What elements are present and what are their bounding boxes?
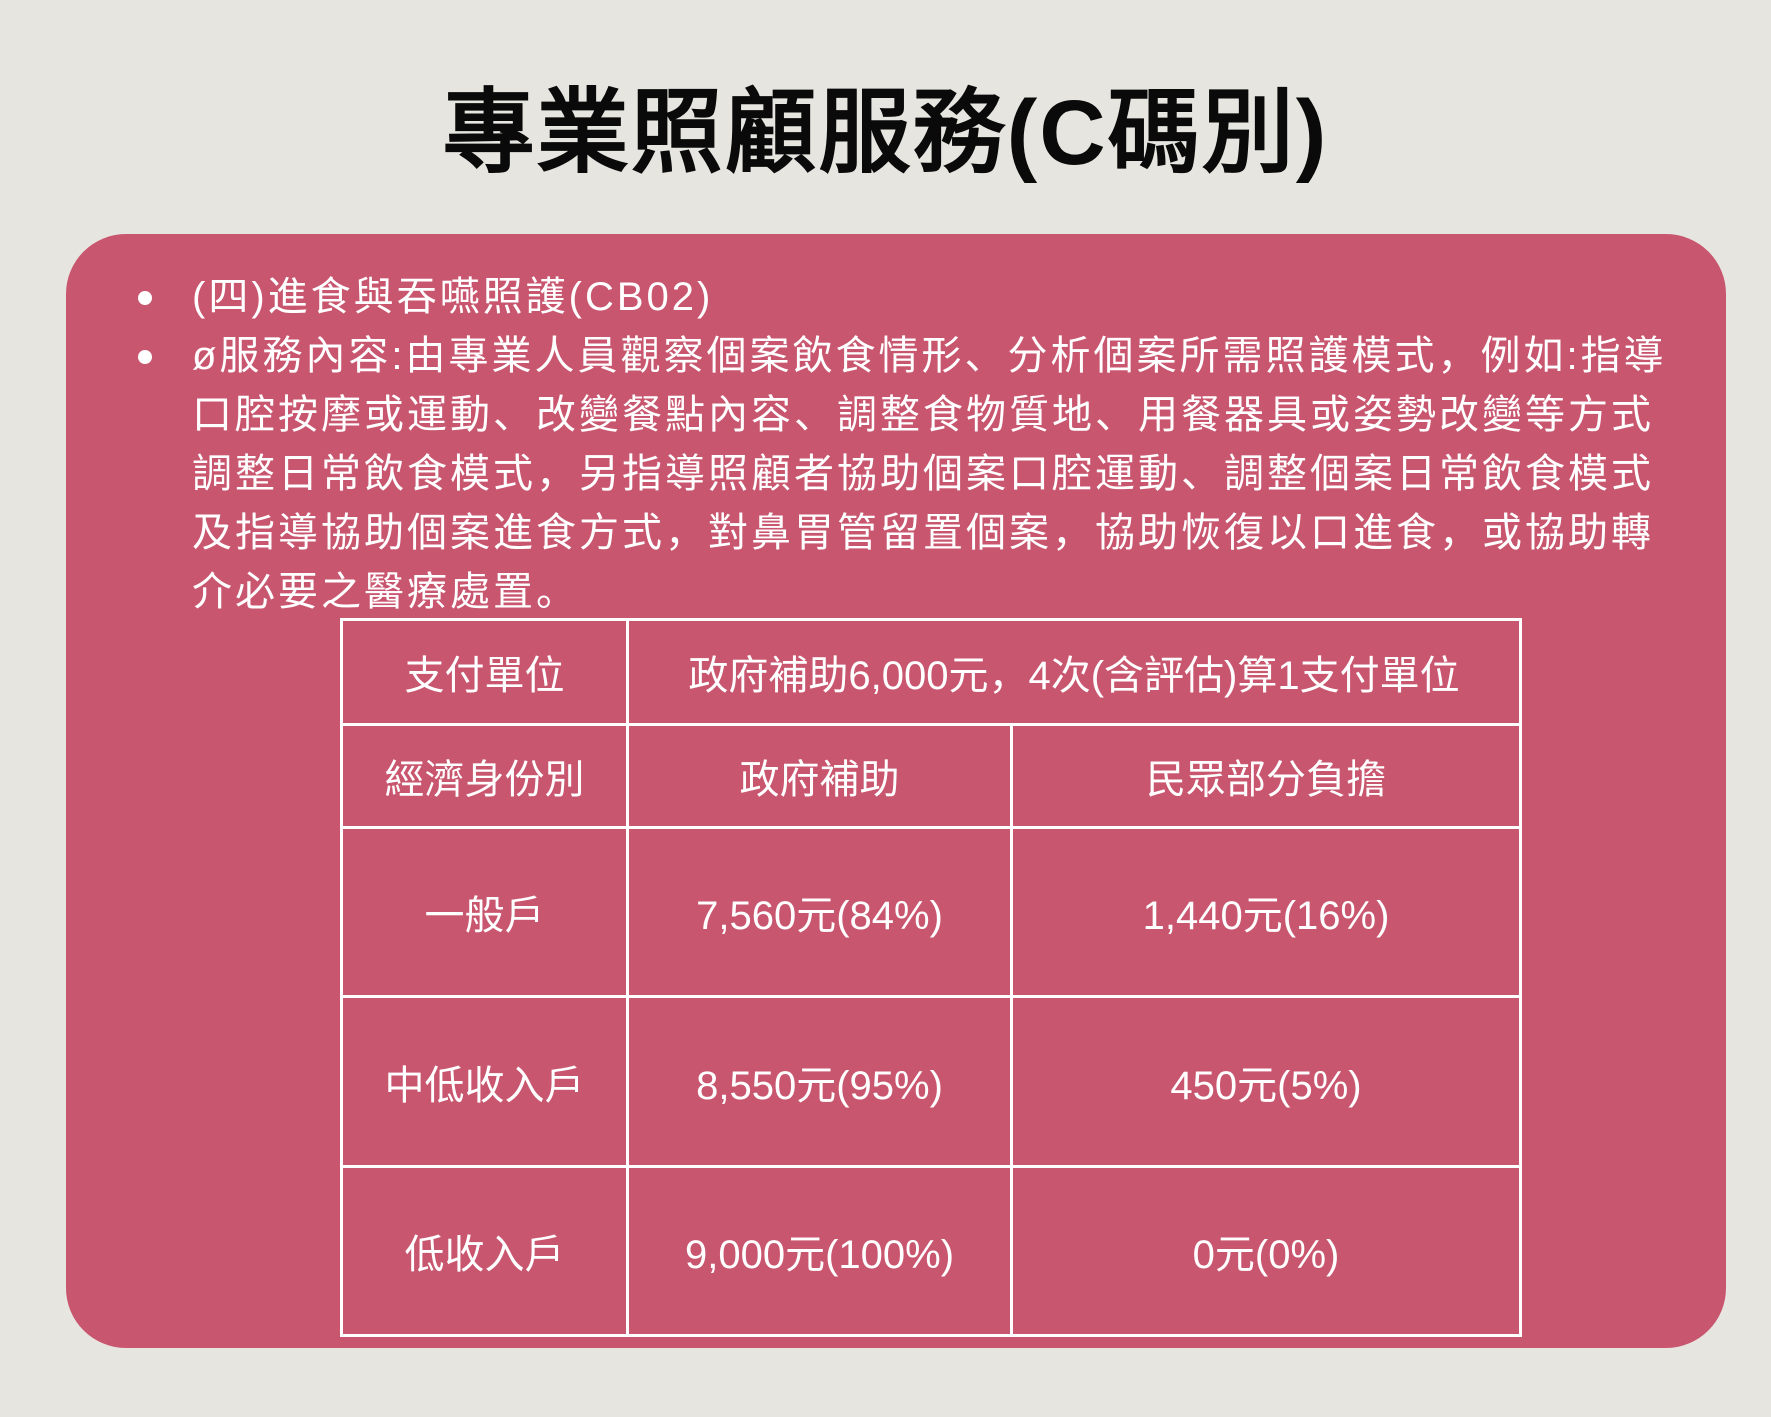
table-cell: 450元(5%): [1010, 995, 1522, 1168]
page-title: 專業照顧服務(C碼別): [442, 82, 1329, 184]
bullet-text-line: 及指導協助個案進食方式，對鼻胃管留置個案，協助恢復以口進食，或協助轉: [192, 511, 1654, 555]
table-header-row: 經濟身份別 政府補助 民眾部分負擔: [340, 723, 1522, 829]
bullet-icon: [138, 291, 152, 305]
bullet-text: (四)進食與吞嚥照護(CB02): [192, 275, 714, 319]
table-cell: 7,560元(84%): [626, 826, 1013, 998]
table-row-payment-unit: 支付單位 政府補助6,000元，4次(含評估)算1支付單位: [340, 618, 1522, 726]
bullet-text-line: 介必要之醫療處置。: [192, 570, 579, 614]
header-cell: 政府補助: [626, 723, 1013, 829]
table-cell: 低收入戶: [340, 1165, 629, 1337]
table-row: 中低收入戶 8,550元(95%) 450元(5%): [340, 995, 1522, 1168]
bullet-text-line: 調整日常飲食模式，另指導照顧者協助個案口腔運動、調整個案日常飲食模式: [192, 452, 1654, 496]
bullet-item-service-code: (四)進食與吞嚥照護(CB02): [126, 268, 1686, 327]
bullet-text-line: ø服務內容:由專業人員觀察個案飲食情形、分析個案所需照護模式，例如:指導: [192, 334, 1667, 378]
bullet-item-service-content: ø服務內容:由專業人員觀察個案飲食情形、分析個案所需照護模式，例如:指導 口腔按…: [126, 327, 1686, 622]
payment-unit-value: 政府補助6,000元，4次(含評估)算1支付單位: [626, 618, 1522, 726]
table-cell: 1,440元(16%): [1010, 826, 1522, 998]
table-cell: 0元(0%): [1010, 1165, 1522, 1337]
table-cell: 8,550元(95%): [626, 995, 1013, 1168]
table-row: 一般戶 7,560元(84%) 1,440元(16%): [340, 826, 1522, 998]
header-cell: 民眾部分負擔: [1010, 723, 1522, 829]
table-cell: 一般戶: [340, 826, 629, 998]
header-cell: 經濟身份別: [340, 723, 629, 829]
table-cell: 9,000元(100%): [626, 1165, 1013, 1337]
subsidy-table: 支付單位 政府補助6,000元，4次(含評估)算1支付單位 經濟身份別 政府補助…: [340, 618, 1522, 1337]
bullet-text-line: 口腔按摩或運動、改變餐點內容、調整食物質地、用餐器具或姿勢改變等方式: [192, 393, 1654, 437]
payment-unit-label: 支付單位: [340, 618, 629, 726]
table-cell: 中低收入戶: [340, 995, 629, 1168]
bullet-icon: [138, 350, 152, 364]
bullet-list: (四)進食與吞嚥照護(CB02) ø服務內容:由專業人員觀察個案飲食情形、分析個…: [126, 268, 1686, 622]
table-row: 低收入戶 9,000元(100%) 0元(0%): [340, 1165, 1522, 1337]
